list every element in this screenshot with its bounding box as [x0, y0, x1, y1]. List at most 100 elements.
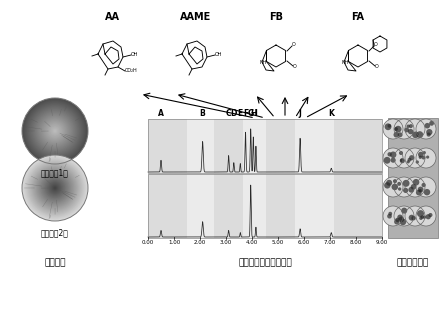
- Circle shape: [31, 164, 79, 212]
- Circle shape: [385, 123, 392, 130]
- Circle shape: [426, 214, 431, 219]
- Circle shape: [404, 127, 409, 132]
- Circle shape: [409, 155, 414, 160]
- Circle shape: [394, 206, 414, 226]
- Text: NH: NH: [260, 60, 268, 65]
- Circle shape: [40, 173, 70, 203]
- Circle shape: [25, 101, 85, 161]
- Circle shape: [30, 106, 80, 156]
- Text: 9.00: 9.00: [376, 240, 388, 245]
- Circle shape: [29, 105, 81, 157]
- Bar: [295, 174, 334, 238]
- Text: O: O: [375, 64, 379, 68]
- Text: J: J: [299, 109, 302, 118]
- Circle shape: [393, 179, 397, 183]
- Circle shape: [416, 148, 436, 168]
- Bar: [148, 119, 187, 173]
- Circle shape: [41, 174, 69, 202]
- Circle shape: [426, 156, 429, 159]
- Circle shape: [427, 132, 431, 137]
- Circle shape: [24, 157, 86, 219]
- Bar: [148, 119, 382, 173]
- Bar: [148, 174, 187, 238]
- Bar: [266, 174, 295, 238]
- Circle shape: [397, 182, 401, 186]
- Circle shape: [384, 157, 391, 164]
- Circle shape: [391, 157, 396, 163]
- Circle shape: [416, 190, 422, 196]
- Circle shape: [394, 219, 400, 225]
- Circle shape: [424, 123, 430, 128]
- Text: B: B: [200, 109, 206, 118]
- Text: CO₂H: CO₂H: [125, 68, 138, 73]
- Circle shape: [30, 163, 80, 213]
- Text: 8.00: 8.00: [350, 240, 362, 245]
- Circle shape: [33, 166, 77, 210]
- Bar: [187, 174, 214, 238]
- Circle shape: [32, 108, 78, 154]
- Text: NH: NH: [342, 60, 350, 65]
- Circle shape: [25, 158, 85, 217]
- Text: OH: OH: [131, 52, 139, 57]
- Circle shape: [48, 181, 62, 195]
- Circle shape: [383, 119, 403, 139]
- Circle shape: [47, 123, 63, 139]
- Circle shape: [419, 216, 423, 220]
- Text: AAME: AAME: [180, 12, 212, 22]
- Circle shape: [39, 115, 71, 147]
- Circle shape: [407, 125, 410, 128]
- Circle shape: [51, 126, 59, 136]
- Circle shape: [32, 165, 78, 211]
- Bar: [295, 119, 334, 173]
- Circle shape: [23, 156, 87, 220]
- Circle shape: [49, 125, 61, 137]
- Circle shape: [28, 104, 82, 158]
- Circle shape: [419, 156, 422, 159]
- Circle shape: [38, 171, 72, 205]
- Circle shape: [54, 130, 56, 132]
- Circle shape: [423, 215, 426, 219]
- Circle shape: [398, 187, 401, 191]
- Text: C: C: [226, 109, 231, 118]
- Circle shape: [416, 119, 436, 139]
- Circle shape: [41, 117, 69, 145]
- Circle shape: [53, 186, 57, 190]
- Text: 2.00: 2.00: [194, 240, 206, 245]
- Circle shape: [48, 124, 62, 138]
- Text: OH: OH: [215, 52, 222, 57]
- Circle shape: [28, 161, 82, 215]
- Circle shape: [424, 189, 430, 195]
- Circle shape: [429, 121, 434, 126]
- Circle shape: [407, 160, 410, 163]
- Circle shape: [421, 183, 426, 187]
- Text: O: O: [374, 41, 378, 47]
- Text: 0.00: 0.00: [142, 240, 154, 245]
- Bar: [243, 174, 266, 238]
- Text: O: O: [293, 64, 297, 68]
- Circle shape: [400, 158, 405, 163]
- Circle shape: [405, 177, 425, 197]
- Circle shape: [403, 188, 408, 193]
- Text: E: E: [238, 109, 243, 118]
- Text: 波兰青霍1号: 波兰青霍1号: [41, 168, 69, 177]
- Bar: [187, 119, 214, 173]
- Bar: [214, 174, 243, 238]
- Circle shape: [386, 180, 392, 186]
- Circle shape: [43, 118, 67, 143]
- Circle shape: [422, 156, 425, 159]
- Circle shape: [45, 121, 65, 141]
- Circle shape: [405, 206, 425, 226]
- Circle shape: [394, 119, 414, 139]
- Circle shape: [399, 216, 404, 222]
- Circle shape: [54, 187, 56, 189]
- Circle shape: [22, 98, 88, 164]
- Circle shape: [418, 186, 424, 192]
- Circle shape: [35, 169, 74, 207]
- Circle shape: [394, 177, 414, 197]
- Circle shape: [29, 162, 81, 214]
- Circle shape: [46, 179, 64, 197]
- Circle shape: [22, 155, 88, 221]
- Circle shape: [413, 179, 420, 185]
- Circle shape: [412, 131, 419, 138]
- Circle shape: [53, 129, 57, 133]
